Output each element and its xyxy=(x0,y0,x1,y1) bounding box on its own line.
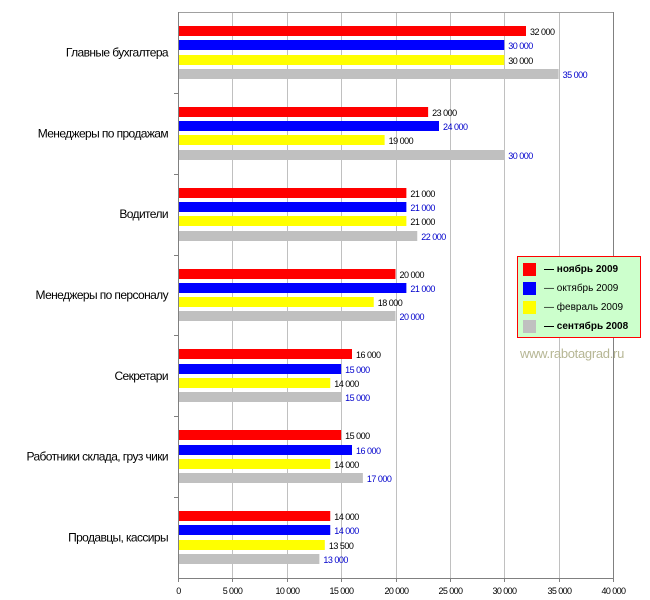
watermark: www.rabotagrad.ru xyxy=(520,346,625,361)
bar xyxy=(179,135,385,145)
bar xyxy=(179,69,559,79)
bar xyxy=(179,40,505,50)
value-label: 13 500 xyxy=(329,541,354,551)
bar xyxy=(179,297,374,307)
value-label: 14 000 xyxy=(334,460,359,470)
value-label: 20 000 xyxy=(400,270,425,280)
x-tick-label: 35 000 xyxy=(548,586,573,596)
category-label: Главные бухгалтера xyxy=(66,45,169,59)
value-label: 14 000 xyxy=(334,512,359,522)
value-label: 21 000 xyxy=(410,189,435,199)
category-label: Менеджеры по персоналу xyxy=(36,288,169,302)
legend-label: — февраль 2009 xyxy=(544,302,624,313)
value-label: 15 000 xyxy=(345,431,370,441)
value-label: 23 000 xyxy=(432,108,457,118)
legend-swatch xyxy=(523,320,536,333)
bar xyxy=(179,349,352,359)
bar xyxy=(179,459,331,469)
value-label: 17 000 xyxy=(367,474,392,484)
bar xyxy=(179,150,505,160)
bar xyxy=(179,216,407,226)
bar xyxy=(179,107,429,117)
bar xyxy=(179,525,331,535)
value-label: 30 000 xyxy=(508,56,533,66)
value-label: 19 000 xyxy=(389,136,414,146)
bar xyxy=(179,311,396,321)
bar xyxy=(179,392,342,402)
x-tick-label: 20 000 xyxy=(385,586,410,596)
category-label: Работники склада, груз чики xyxy=(26,450,168,464)
bar xyxy=(179,554,320,564)
bar xyxy=(179,540,325,550)
value-label: 30 000 xyxy=(508,151,533,161)
x-tick-label: 30 000 xyxy=(493,586,518,596)
bars xyxy=(179,26,559,564)
value-label: 14 000 xyxy=(334,526,359,536)
x-tick-label: 15 000 xyxy=(330,586,355,596)
value-labels: 32 000 30 000 30 000 35 000 23 000 24 000 19 0… xyxy=(323,27,588,565)
legend-swatch xyxy=(523,301,536,314)
value-label: 24 000 xyxy=(443,122,468,132)
value-label: 16 000 xyxy=(356,446,381,456)
x-tick-label: 10 000 xyxy=(276,586,301,596)
x-tick-labels: 0 5 000 10 000 15 000 20 000 25 000 30 000 35 0… xyxy=(176,586,626,596)
legend-swatch xyxy=(523,263,536,276)
legend-item: — сентябрь 2008 xyxy=(523,317,640,336)
legend-label: — ноябрь 2009 xyxy=(544,264,619,275)
legend-item: — февраль 2009 xyxy=(523,298,640,317)
bar xyxy=(179,231,418,241)
value-label: 35 000 xyxy=(563,70,588,80)
bar xyxy=(179,430,342,440)
legend-label: — сентябрь 2008 xyxy=(544,321,629,332)
value-label: 32 000 xyxy=(530,27,555,37)
bar xyxy=(179,121,439,131)
category-label: Водители xyxy=(119,207,168,221)
legend-item: — октябрь 2009 xyxy=(523,279,640,298)
bar xyxy=(179,511,331,521)
bar xyxy=(179,188,407,198)
bar xyxy=(179,445,352,455)
bar xyxy=(179,26,526,36)
legend: — ноябрь 2009 — октябрь 2009 — февраль 200… xyxy=(517,256,641,338)
value-label: 13 000 xyxy=(323,555,348,565)
legend-item: — ноябрь 2009 xyxy=(523,260,640,279)
value-label: 21 000 xyxy=(410,203,435,213)
category-label: Менеджеры по продажам xyxy=(38,126,169,140)
value-label: 21 000 xyxy=(410,284,435,294)
value-label: 30 000 xyxy=(508,41,533,51)
x-tick-label: 0 xyxy=(176,586,181,596)
value-label: 15 000 xyxy=(345,393,370,403)
value-label: 14 000 xyxy=(334,379,359,389)
category-labels: Главные бухгалтера Менеджеры по продажам В… xyxy=(26,45,169,545)
bar xyxy=(179,283,407,293)
bar xyxy=(179,202,407,212)
bar xyxy=(179,55,505,65)
x-tick-label: 25 000 xyxy=(439,586,464,596)
category-label: Секретари xyxy=(114,369,168,383)
bar xyxy=(179,364,342,374)
category-label: Продавцы, кассиры xyxy=(68,531,168,545)
value-label: 15 000 xyxy=(345,365,370,375)
bar xyxy=(179,473,363,483)
value-label: 21 000 xyxy=(410,217,435,227)
value-label: 20 000 xyxy=(400,312,425,322)
bar xyxy=(179,269,396,279)
x-tick-label: 5 000 xyxy=(223,586,243,596)
value-label: 22 000 xyxy=(421,232,446,242)
value-label: 16 000 xyxy=(356,350,381,360)
bar xyxy=(179,378,331,388)
value-label: 18 000 xyxy=(378,298,403,308)
x-tick-label: 40 000 xyxy=(602,586,627,596)
legend-swatch xyxy=(523,282,536,295)
legend-label: — октябрь 2009 xyxy=(544,283,619,294)
